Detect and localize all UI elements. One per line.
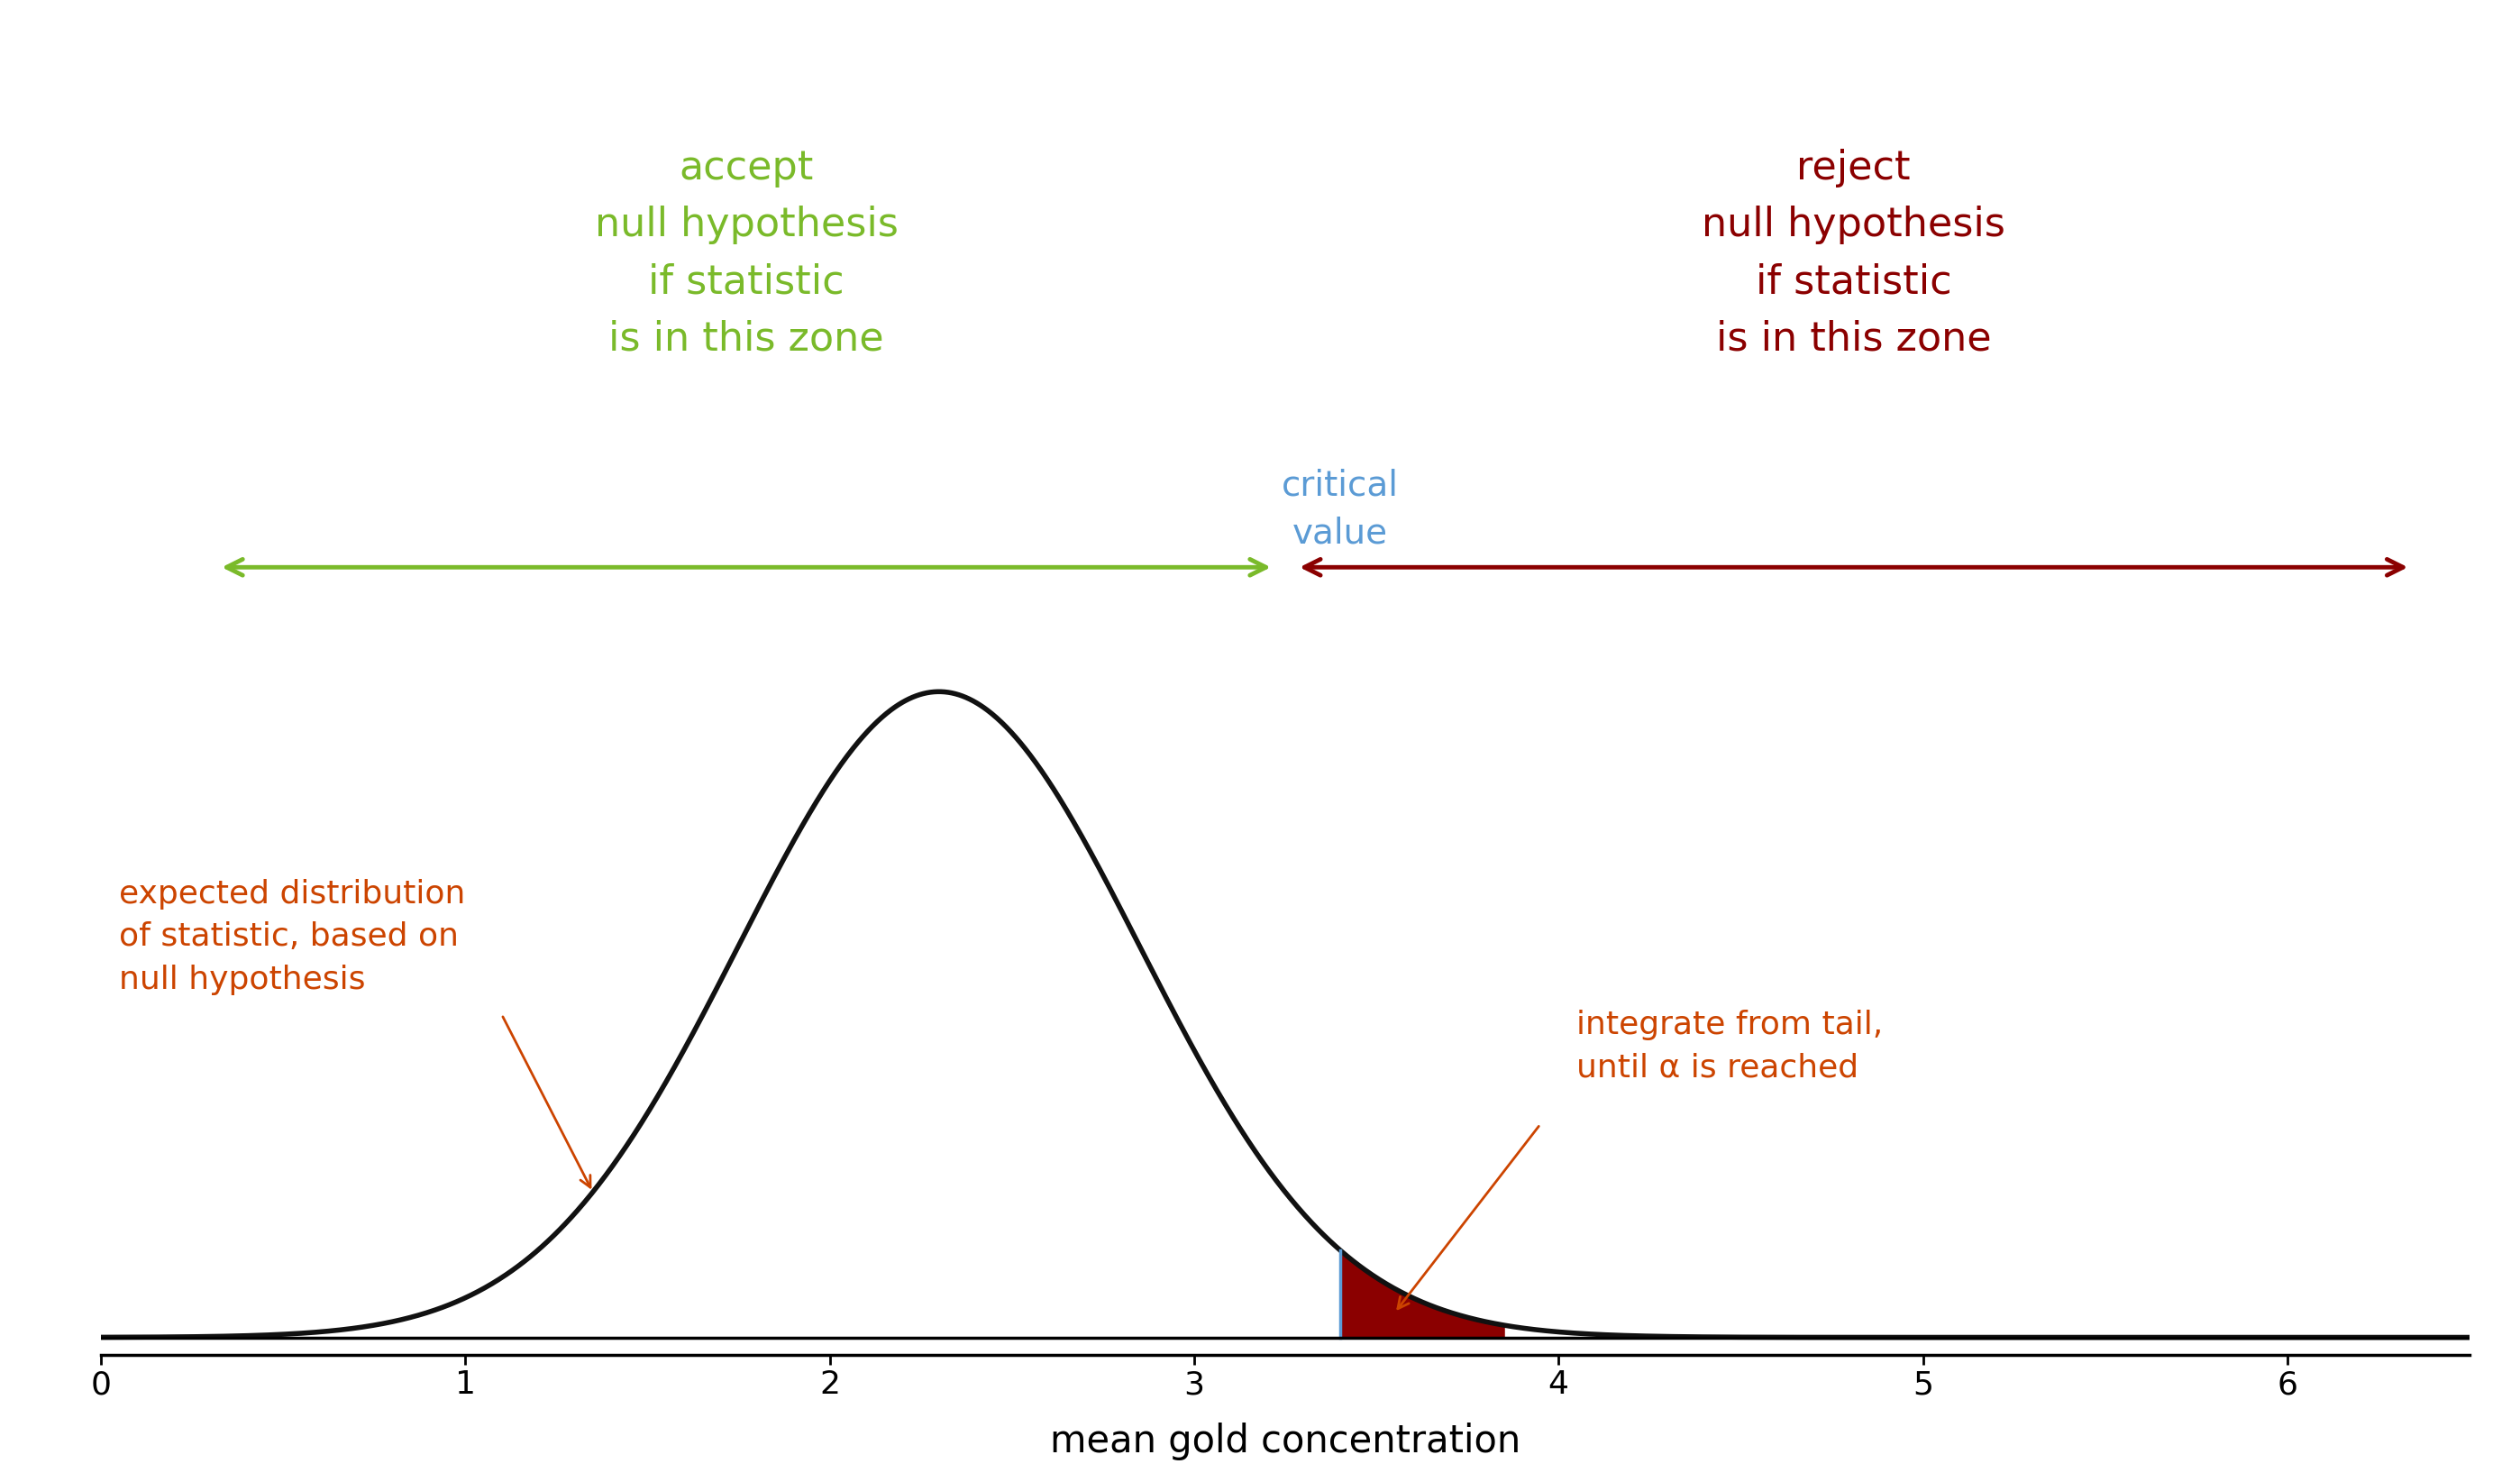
Text: integrate from tail,
until α is reached: integrate from tail, until α is reached	[1578, 1010, 1882, 1084]
Text: critical
value: critical value	[1280, 468, 1399, 551]
Text: reject
null hypothesis
if statistic
is in this zone: reject null hypothesis if statistic is i…	[1701, 149, 2006, 358]
Text: expected distribution
of statistic, based on
null hypothesis: expected distribution of statistic, base…	[118, 879, 466, 996]
X-axis label: mean gold concentration: mean gold concentration	[1051, 1423, 1520, 1461]
Text: accept
null hypothesis
if statistic
is in this zone: accept null hypothesis if statistic is i…	[595, 149, 897, 358]
